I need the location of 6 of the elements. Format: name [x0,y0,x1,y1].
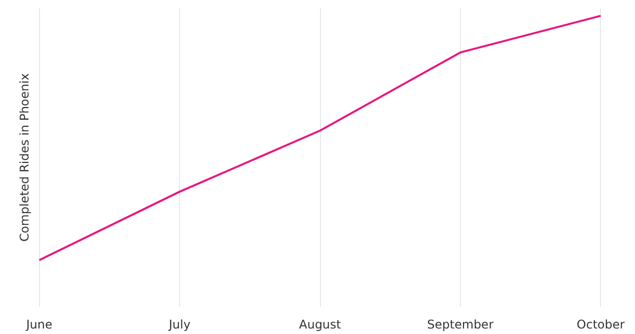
x-tick-label: June [25,318,52,332]
y-axis-title: Completed Rides in Phoenix [18,73,32,242]
x-tick-label: August [299,318,342,332]
x-tick-label: September [427,318,494,332]
x-tick-label: October [576,318,625,332]
x-tick-label: July [168,318,190,332]
